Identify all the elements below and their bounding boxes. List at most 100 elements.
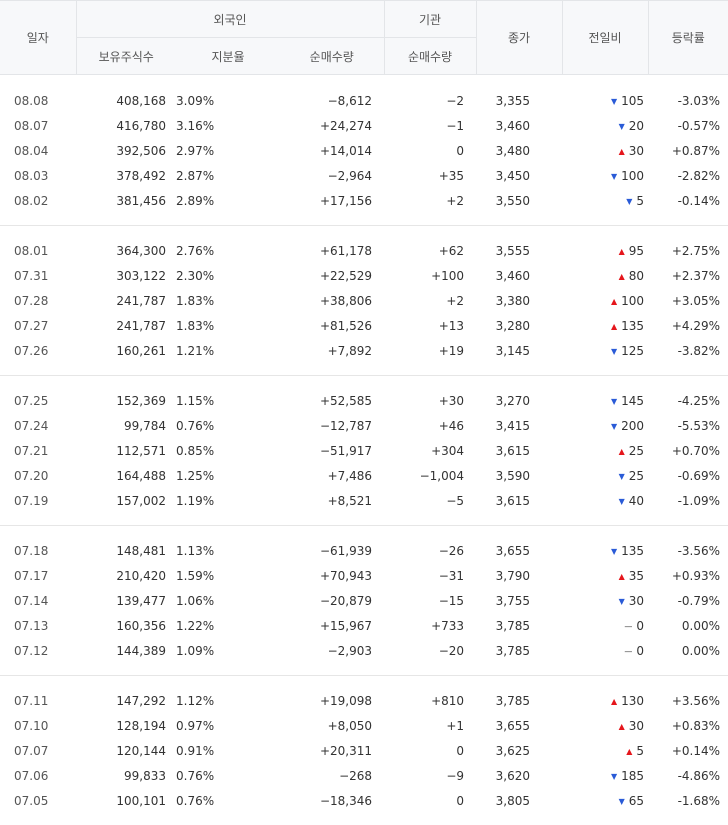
cell-rate: -4.25% (648, 388, 728, 413)
cell-date: 07.20 (0, 463, 76, 488)
cell-change: —0 (562, 638, 648, 663)
triangle-down-icon: ▼ (619, 472, 625, 481)
cell-change-value: 105 (621, 94, 644, 108)
cell-change-value: 80 (629, 269, 644, 283)
cell-change: ▼200 (562, 413, 648, 438)
group-spacer (0, 676, 728, 688)
group-spacer (0, 663, 728, 676)
cell-holdings: 120,144 (76, 738, 176, 763)
cell-inst-net: +13 (384, 313, 476, 338)
cell-change-value: 130 (621, 694, 644, 708)
triangle-down-icon: ▼ (611, 772, 617, 781)
group-spacer (0, 75, 728, 89)
cell-close: 3,790 (476, 563, 562, 588)
cell-change: ▲95 (562, 238, 648, 263)
cell-change-value: 30 (629, 594, 644, 608)
cell-change-value: 125 (621, 344, 644, 358)
cell-rate: -1.68% (648, 788, 728, 813)
triangle-up-icon: ▲ (619, 147, 625, 156)
triangle-down-icon: ▼ (619, 497, 625, 506)
header-foreign-net: 순매수량 (280, 38, 384, 75)
cell-rate: +0.87% (648, 138, 728, 163)
cell-holdings: 112,571 (76, 438, 176, 463)
triangle-up-icon: ▲ (619, 272, 625, 281)
cell-change: ▲30 (562, 138, 648, 163)
cell-date: 07.27 (0, 313, 76, 338)
cell-change: ▼ 65 (562, 788, 648, 813)
cell-change-value: 65 (629, 794, 644, 808)
cell-date: 07.13 (0, 613, 76, 638)
cell-foreign-net: −2,964 (280, 163, 384, 188)
cell-close: 3,555 (476, 238, 562, 263)
cell-share: 0.76% (176, 788, 280, 813)
cell-foreign-net: +81,526 (280, 313, 384, 338)
cell-inst-net: +35 (384, 163, 476, 188)
cell-inst-net: −1 (384, 113, 476, 138)
cell-foreign-net: +52,585 (280, 388, 384, 413)
cell-change-value: 135 (621, 544, 644, 558)
cell-rate: -3.82% (648, 338, 728, 363)
header-close: 종가 (476, 1, 562, 75)
cell-date: 07.17 (0, 563, 76, 588)
cell-date: 07.11 (0, 688, 76, 713)
cell-share: 1.19% (176, 488, 280, 513)
cell-holdings: 148,481 (76, 538, 176, 563)
cell-foreign-net: +61,178 (280, 238, 384, 263)
cell-inst-net: −31 (384, 563, 476, 588)
cell-close: 3,655 (476, 538, 562, 563)
cell-share: 0.85% (176, 438, 280, 463)
cell-close: 3,590 (476, 463, 562, 488)
cell-change: ▲100 (562, 288, 648, 313)
cell-holdings: 378,492 (76, 163, 176, 188)
cell-rate: +3.56% (648, 688, 728, 713)
cell-rate: +2.37% (648, 263, 728, 288)
cell-change: ▼20 (562, 113, 648, 138)
cell-change-value: 25 (629, 444, 644, 458)
triangle-down-icon: ▼ (611, 347, 617, 356)
group-spacer (0, 513, 728, 526)
cell-date: 07.05 (0, 788, 76, 813)
cell-foreign-net: −268 (280, 763, 384, 788)
cell-holdings: 303,122 (76, 263, 176, 288)
cell-inst-net: −9 (384, 763, 476, 788)
cell-share: 1.22% (176, 613, 280, 638)
cell-foreign-net: +19,098 (280, 688, 384, 713)
cell-holdings: 408,168 (76, 88, 176, 113)
header-holdings: 보유주식수 (76, 38, 176, 75)
dash-icon: — (624, 622, 632, 631)
cell-foreign-net: −8,612 (280, 88, 384, 113)
triangle-up-icon: ▲ (619, 572, 625, 581)
cell-inst-net: +733 (384, 613, 476, 638)
cell-foreign-net: −20,879 (280, 588, 384, 613)
cell-change: ▲30 (562, 713, 648, 738)
cell-share: 0.76% (176, 413, 280, 438)
cell-rate: -2.82% (648, 163, 728, 188)
cell-close: 3,145 (476, 338, 562, 363)
cell-change-value: 0 (636, 619, 644, 633)
cell-change-value: 100 (621, 169, 644, 183)
cell-inst-net: 0 (384, 738, 476, 763)
cell-share: 3.16% (176, 113, 280, 138)
triangle-down-icon: ▼ (611, 547, 617, 556)
group-spacer (0, 213, 728, 226)
cell-change-value: 185 (621, 769, 644, 783)
triangle-down-icon: ▼ (611, 172, 617, 181)
header-change: 전일비 (562, 1, 648, 75)
triangle-down-icon: ▼ (619, 797, 625, 806)
cell-close: 3,655 (476, 713, 562, 738)
cell-share: 1.06% (176, 588, 280, 613)
cell-date: 08.07 (0, 113, 76, 138)
triangle-down-icon: ▼ (611, 97, 617, 106)
cell-change: ▼30 (562, 588, 648, 613)
cell-rate: +0.93% (648, 563, 728, 588)
cell-change-value: 5 (636, 194, 644, 208)
cell-change: ▼ 125 (562, 338, 648, 363)
